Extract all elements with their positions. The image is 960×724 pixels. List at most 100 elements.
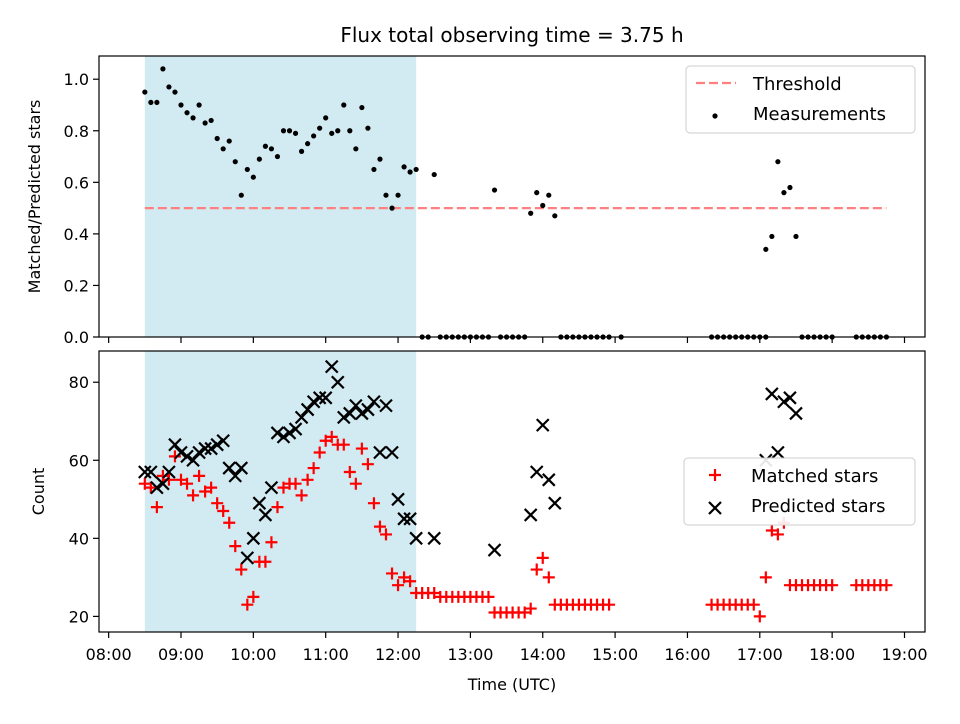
matched-point <box>542 571 555 584</box>
predicted-point <box>288 422 303 436</box>
observing-window-shade <box>144 56 417 337</box>
matched-point <box>518 606 531 619</box>
matched-point <box>536 551 549 564</box>
predicted-point <box>337 410 351 425</box>
measurement-point <box>196 102 202 108</box>
matched-point <box>217 505 230 518</box>
measurement-point <box>298 148 305 154</box>
matched-point <box>482 590 495 603</box>
bottom-axes-frame <box>98 350 926 633</box>
measurement-point <box>311 133 317 139</box>
predicted-point <box>246 531 261 546</box>
measurements-legend-swatch <box>712 113 718 119</box>
measurement-point <box>546 192 552 198</box>
predicted-point <box>294 410 309 425</box>
predicted-point <box>765 387 779 401</box>
bottom-legend: Matched stars Predicted stars <box>683 457 916 526</box>
x-tick-label: 17:00 <box>737 645 783 664</box>
measurement-point <box>220 146 226 152</box>
predicted-points <box>138 359 803 565</box>
predicted-point <box>373 445 387 460</box>
predicted-point <box>282 426 297 440</box>
matched-point <box>277 481 290 494</box>
x-tick-label: 18:00 <box>809 645 855 664</box>
top-x-ticks <box>108 337 906 343</box>
x-tick-label: 14:00 <box>520 645 566 664</box>
matched-point <box>247 590 260 603</box>
matched-point <box>168 450 181 463</box>
predicted-point <box>409 531 423 546</box>
predicted-point <box>403 512 417 526</box>
matched-point <box>765 524 778 537</box>
threshold-legend-label: Threshold <box>752 74 842 95</box>
matched-point <box>386 567 399 580</box>
predicted-point <box>487 543 502 557</box>
matched-point <box>229 540 242 553</box>
x-tick-label: 15:00 <box>592 645 638 664</box>
predicted-point <box>367 394 381 409</box>
predicted-point <box>324 359 339 374</box>
matched-point <box>138 477 151 490</box>
predicted-point <box>192 445 206 460</box>
predicted-point <box>270 426 285 440</box>
predicted-point <box>523 508 538 522</box>
measurement-point <box>359 104 365 111</box>
matched-point <box>193 469 206 482</box>
measurement-point <box>184 110 190 116</box>
measurement-point <box>154 99 160 106</box>
matched-point <box>355 442 368 455</box>
predicted-point <box>783 391 797 405</box>
measurement-point <box>286 128 293 134</box>
measurement-point <box>202 120 208 126</box>
predicted-point <box>771 445 785 460</box>
predicted-point <box>343 406 357 421</box>
matched-point <box>199 485 212 498</box>
predicted-point <box>138 465 152 479</box>
matched-point <box>144 481 157 494</box>
matched-points <box>138 430 893 623</box>
top-y-axis-label: Matched/Predicted stars <box>25 100 44 294</box>
y-tick-label: 40 <box>69 529 89 548</box>
predicted-point <box>234 461 249 475</box>
measurement-point <box>769 233 775 240</box>
measurement-point <box>190 115 196 121</box>
matched-point <box>205 481 218 494</box>
top-legend: Threshold Measurements <box>685 65 916 134</box>
matched-point <box>392 579 405 592</box>
matched-point <box>307 462 320 475</box>
predicted-point <box>252 496 267 510</box>
matched-point <box>187 489 200 502</box>
measurement-point <box>292 130 299 136</box>
matched-point <box>747 598 760 611</box>
matched-point <box>398 571 411 584</box>
measurement-point <box>491 187 498 193</box>
measurement-point <box>208 117 214 124</box>
x-tick-label: 12:00 <box>375 645 421 664</box>
x-tick-label: 19:00 <box>881 645 927 664</box>
matched-point <box>337 438 350 451</box>
count-panel: 08:00 09:00 10:00 11:00 12:00 13:00 14:00 15:00… <box>29 350 928 694</box>
predicted-point <box>427 531 442 546</box>
measurement-point <box>317 125 323 131</box>
measurement-point <box>540 202 546 209</box>
measurement-point <box>781 190 787 196</box>
measurement-point <box>244 166 250 173</box>
matched-point <box>325 430 338 443</box>
predicted-point <box>535 418 550 432</box>
measurement-point <box>377 156 383 162</box>
predicted-point <box>391 492 405 507</box>
measurement-point <box>250 174 256 180</box>
predicted-point <box>204 441 218 456</box>
predicted-point <box>150 480 164 495</box>
predicted-point <box>300 402 315 417</box>
measurement-point <box>178 102 184 108</box>
matched-point <box>349 477 362 490</box>
measurement-point <box>142 89 148 95</box>
predicted-point <box>180 449 194 464</box>
matched-point <box>530 563 543 576</box>
bottom-y-axis-label: Count <box>29 468 48 516</box>
matched-point <box>295 489 308 502</box>
matched-point <box>162 473 175 486</box>
bottom-y-ticks: 20 40 60 80 <box>69 373 99 626</box>
top-legend-box <box>685 65 916 134</box>
